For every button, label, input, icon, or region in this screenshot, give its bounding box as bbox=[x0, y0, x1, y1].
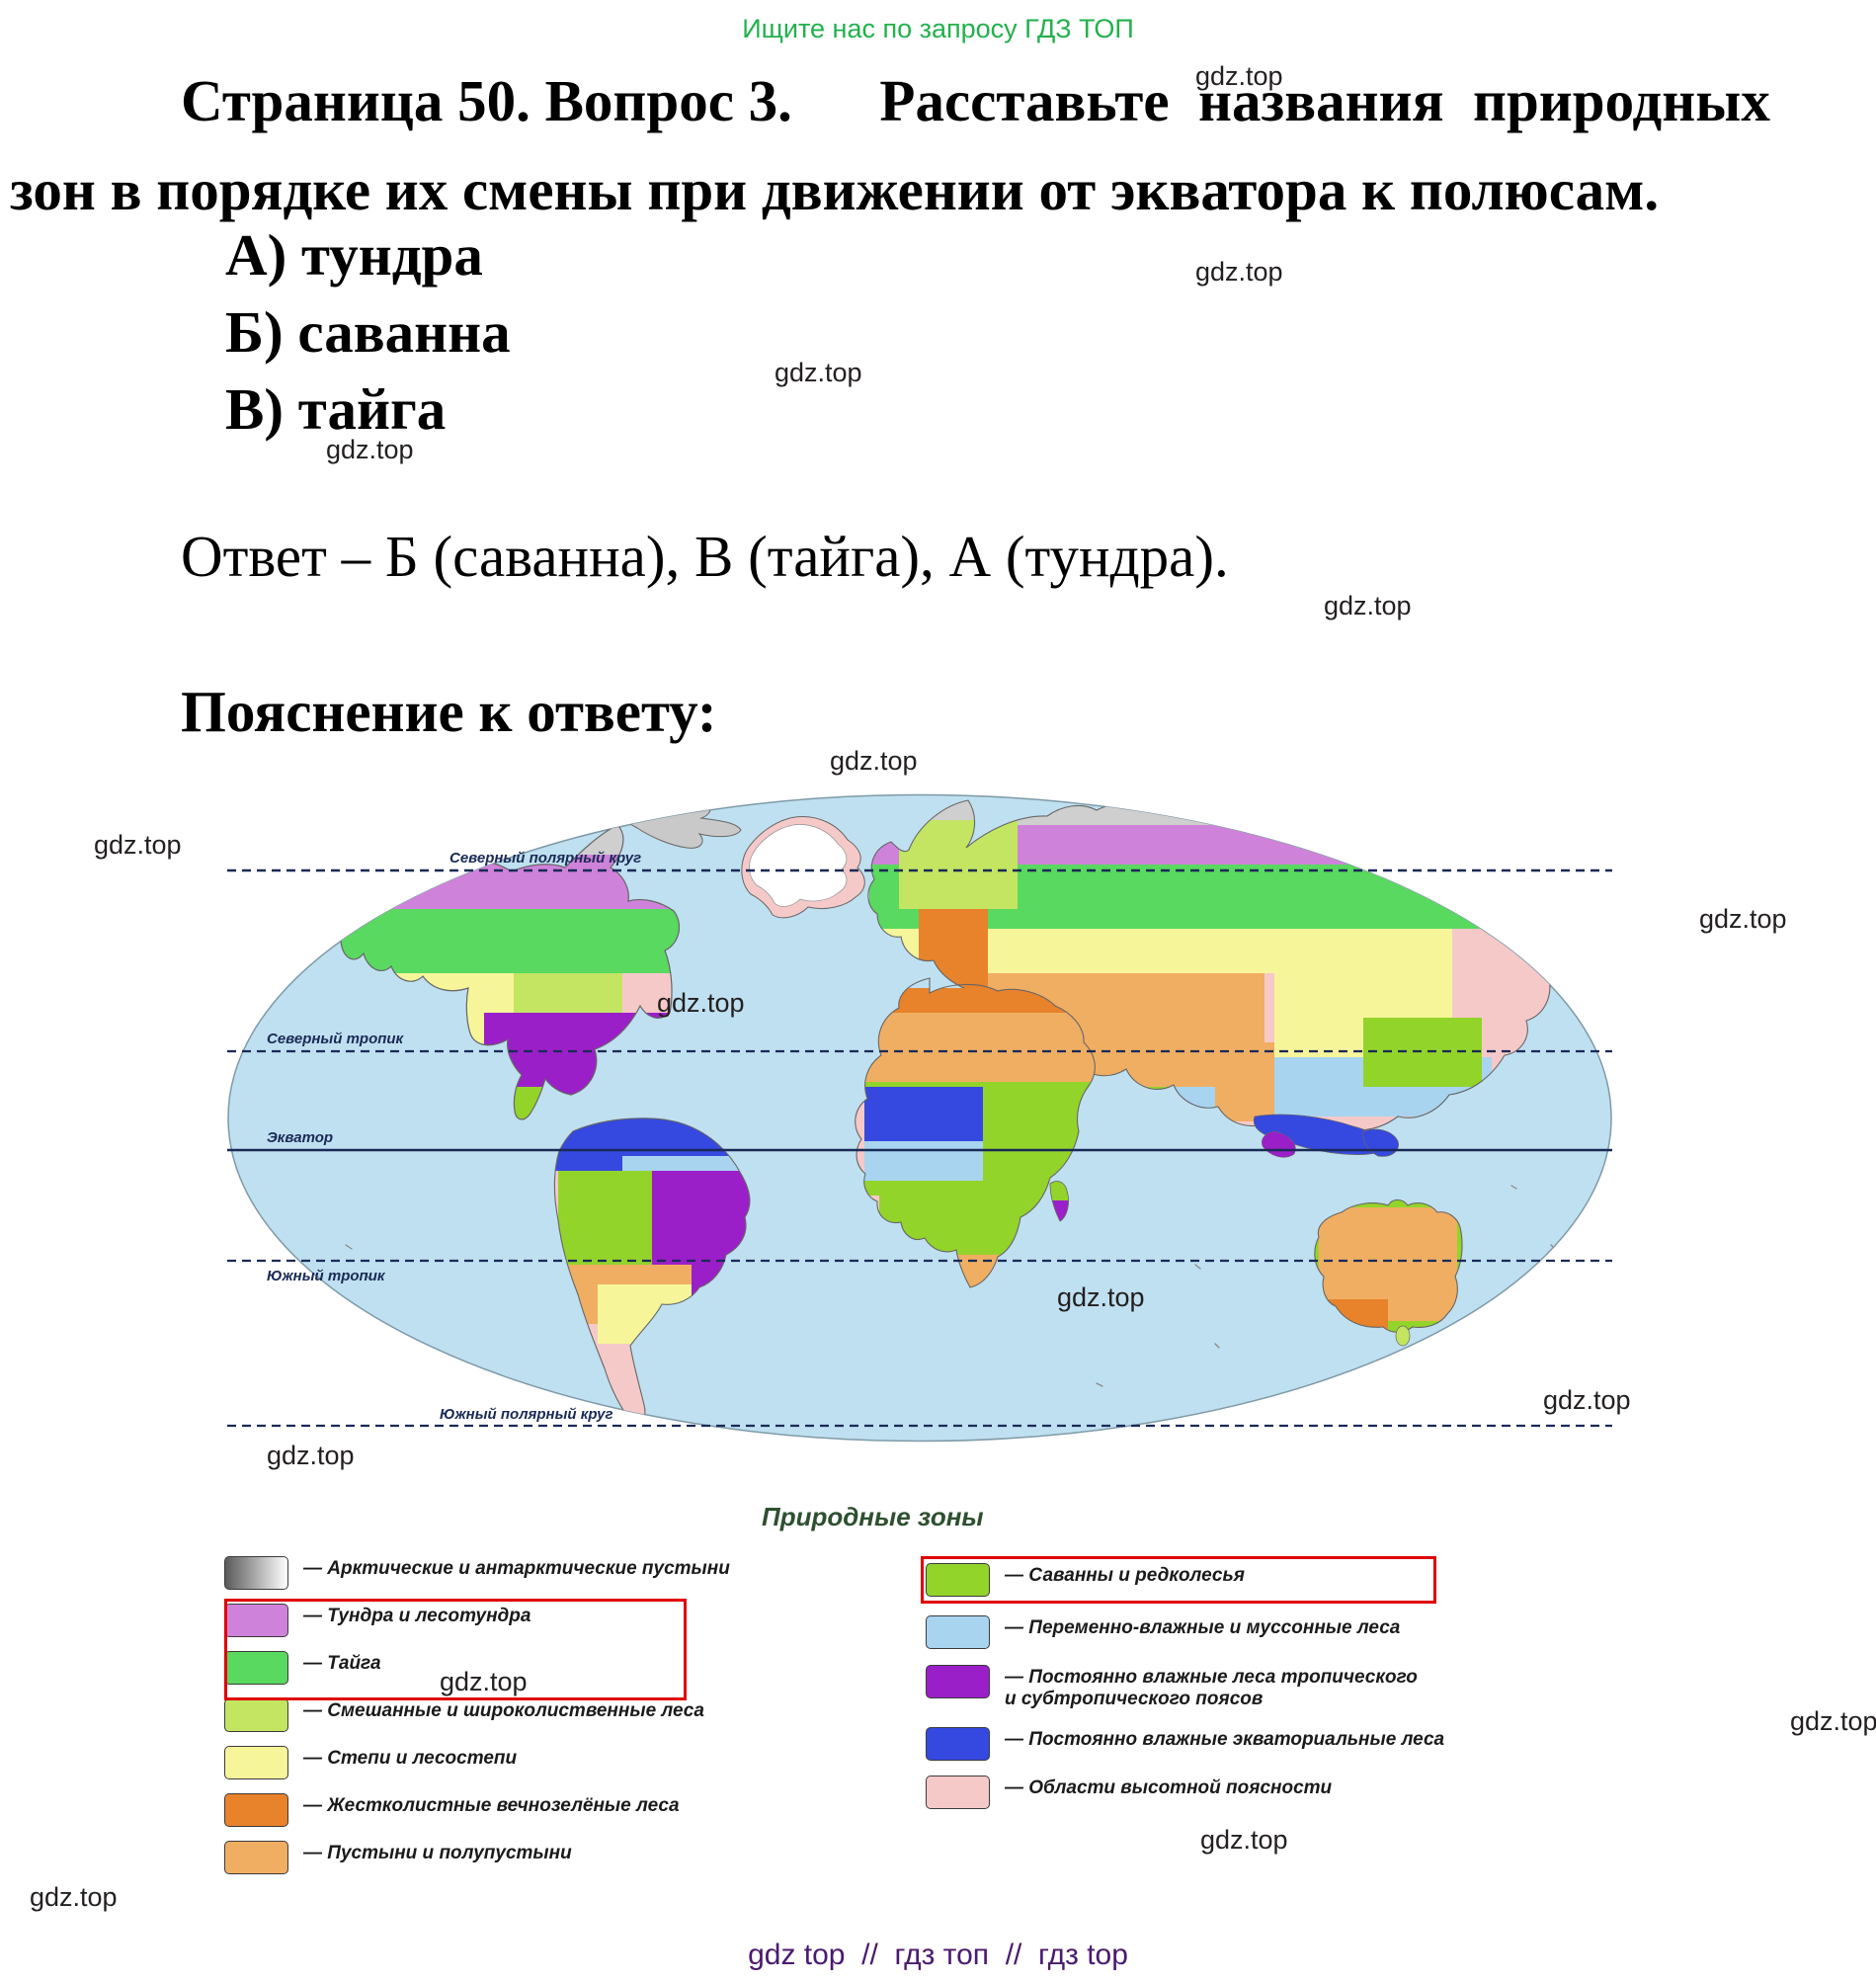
svg-text:Северный полярный круг: Северный полярный круг bbox=[449, 850, 641, 867]
svg-text:Северный тропик: Северный тропик bbox=[267, 1031, 405, 1047]
svg-text:Экватор: Экватор bbox=[267, 1129, 333, 1146]
svg-text:Южный полярный круг: Южный полярный круг bbox=[440, 1406, 612, 1423]
svg-text:Южный тропик: Южный тропик bbox=[267, 1268, 386, 1284]
